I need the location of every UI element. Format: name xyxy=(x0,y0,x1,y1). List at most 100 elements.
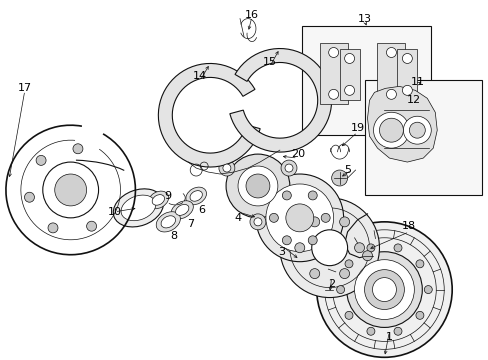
Circle shape xyxy=(415,311,423,319)
Circle shape xyxy=(285,204,313,232)
Circle shape xyxy=(245,174,269,198)
Circle shape xyxy=(345,311,352,319)
Ellipse shape xyxy=(156,212,180,232)
Text: 5: 5 xyxy=(344,165,350,175)
Circle shape xyxy=(345,260,352,268)
Circle shape xyxy=(309,269,319,279)
Circle shape xyxy=(328,89,338,99)
Polygon shape xyxy=(367,86,436,162)
Circle shape xyxy=(282,191,291,200)
Circle shape xyxy=(294,243,304,253)
Circle shape xyxy=(255,174,343,262)
Circle shape xyxy=(339,217,349,227)
Polygon shape xyxy=(158,63,260,167)
Text: 13: 13 xyxy=(357,14,371,24)
Text: 6: 6 xyxy=(198,205,205,215)
Circle shape xyxy=(424,285,431,293)
Circle shape xyxy=(225,154,289,218)
Bar xyxy=(301,26,430,135)
Circle shape xyxy=(344,85,354,95)
Circle shape xyxy=(372,278,396,302)
Circle shape xyxy=(73,144,83,154)
Ellipse shape xyxy=(190,191,202,201)
Circle shape xyxy=(279,198,379,298)
Circle shape xyxy=(354,243,364,253)
Ellipse shape xyxy=(185,187,206,205)
Circle shape xyxy=(393,327,401,335)
Circle shape xyxy=(393,244,401,252)
Circle shape xyxy=(331,170,347,186)
Text: 2: 2 xyxy=(327,279,335,289)
Text: 7: 7 xyxy=(186,219,193,229)
Polygon shape xyxy=(229,49,331,152)
Circle shape xyxy=(86,221,96,231)
Circle shape xyxy=(309,217,319,227)
Text: 10: 10 xyxy=(107,207,121,217)
Ellipse shape xyxy=(175,204,188,215)
Text: 1: 1 xyxy=(385,332,392,342)
Text: 12: 12 xyxy=(407,95,421,105)
Circle shape xyxy=(269,213,278,222)
Text: 18: 18 xyxy=(402,221,416,231)
Ellipse shape xyxy=(121,195,156,221)
Text: 14: 14 xyxy=(193,71,207,81)
Text: 4: 4 xyxy=(234,213,241,223)
Circle shape xyxy=(379,118,403,142)
Text: 8: 8 xyxy=(170,231,178,241)
Circle shape xyxy=(415,260,423,268)
Bar xyxy=(339,49,359,100)
Text: 3: 3 xyxy=(278,247,285,257)
Circle shape xyxy=(48,223,58,233)
Ellipse shape xyxy=(161,216,175,228)
Ellipse shape xyxy=(152,195,164,205)
Circle shape xyxy=(311,230,347,266)
Circle shape xyxy=(408,122,425,138)
Circle shape xyxy=(402,85,411,95)
Circle shape xyxy=(386,89,396,99)
Circle shape xyxy=(42,162,99,218)
Circle shape xyxy=(339,269,349,279)
Circle shape xyxy=(307,191,317,200)
Ellipse shape xyxy=(171,201,193,219)
Circle shape xyxy=(373,112,408,148)
Circle shape xyxy=(249,214,265,230)
Ellipse shape xyxy=(113,189,163,227)
Bar xyxy=(319,42,347,104)
Circle shape xyxy=(253,218,262,226)
Text: 9: 9 xyxy=(164,191,171,201)
Circle shape xyxy=(346,252,422,328)
Text: 20: 20 xyxy=(290,149,304,159)
Ellipse shape xyxy=(148,191,168,209)
Circle shape xyxy=(219,160,234,176)
Circle shape xyxy=(282,236,291,245)
Text: 15: 15 xyxy=(263,58,276,67)
Circle shape xyxy=(265,184,333,252)
Circle shape xyxy=(281,160,296,176)
Circle shape xyxy=(307,236,317,245)
Circle shape xyxy=(24,192,34,202)
Circle shape xyxy=(328,48,338,58)
Circle shape xyxy=(354,260,413,319)
Circle shape xyxy=(238,166,277,206)
Circle shape xyxy=(36,156,46,165)
Circle shape xyxy=(55,174,86,206)
Circle shape xyxy=(321,213,329,222)
Circle shape xyxy=(403,116,430,144)
Text: 16: 16 xyxy=(244,10,259,20)
Text: 19: 19 xyxy=(350,123,364,133)
Circle shape xyxy=(362,251,372,261)
Circle shape xyxy=(366,327,374,335)
Circle shape xyxy=(316,222,451,357)
Text: 11: 11 xyxy=(409,77,424,87)
Circle shape xyxy=(336,285,344,293)
Circle shape xyxy=(344,54,354,63)
Circle shape xyxy=(364,270,404,310)
Circle shape xyxy=(402,54,411,63)
Circle shape xyxy=(386,48,396,58)
Bar xyxy=(397,49,416,100)
Circle shape xyxy=(223,164,230,172)
Text: 17: 17 xyxy=(18,84,32,93)
Bar xyxy=(377,42,405,104)
Circle shape xyxy=(366,244,374,252)
Bar xyxy=(364,80,481,195)
